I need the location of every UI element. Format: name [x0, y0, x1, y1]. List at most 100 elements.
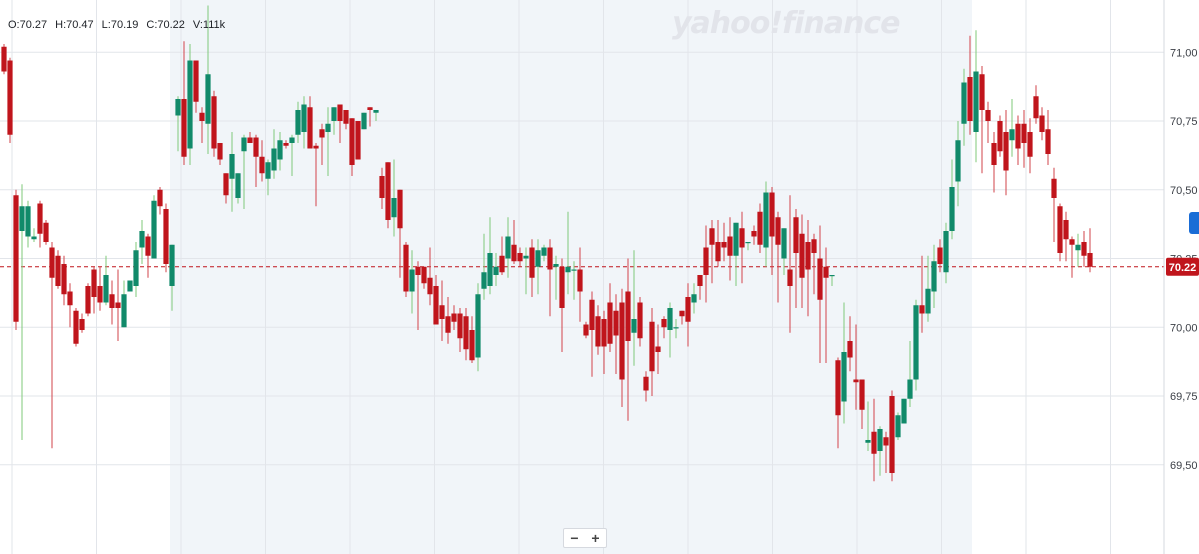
candle: [901, 398, 907, 424]
candle-body: [493, 266, 499, 275]
candle: [907, 341, 913, 407]
candle-body: [865, 440, 871, 443]
candle: [157, 187, 163, 215]
candle-body: [937, 247, 943, 264]
candle-body: [79, 319, 85, 330]
candle: [811, 233, 817, 295]
candle: [745, 242, 751, 251]
candle: [979, 66, 985, 174]
candle: [1045, 110, 1051, 165]
candle-body: [271, 148, 277, 171]
candle-body: [925, 288, 931, 314]
candle-body: [433, 286, 439, 325]
candle: [235, 173, 241, 204]
candle: [229, 132, 235, 212]
candle: [463, 308, 469, 361]
candle: [1021, 110, 1027, 168]
candle-body: [799, 233, 805, 278]
candle: [247, 132, 253, 143]
candle-body: [505, 236, 511, 259]
candle-body: [679, 310, 685, 317]
zoom-controls: − +: [563, 528, 607, 548]
candle: [481, 233, 487, 300]
price-label: 70.22: [1166, 257, 1199, 276]
candle-body: [517, 253, 523, 262]
candle-body: [823, 266, 829, 278]
candle-body: [463, 316, 469, 350]
candle: [307, 96, 313, 149]
candle: [193, 60, 199, 113]
candle: [313, 143, 319, 207]
vertical-gridlines: [11, 0, 1111, 554]
candle: [217, 143, 223, 165]
candle-body: [415, 266, 421, 275]
candle: [691, 283, 697, 314]
candle-body: [325, 123, 331, 132]
candle-body: [385, 162, 391, 220]
candle-body: [817, 258, 823, 300]
candle-body: [193, 60, 199, 102]
candle: [337, 104, 343, 143]
candle-body: [247, 137, 253, 143]
candle: [541, 244, 547, 262]
candle: [715, 220, 721, 267]
candle-body: [1, 46, 7, 72]
candle: [895, 412, 901, 440]
zoom-out-button[interactable]: −: [570, 530, 579, 546]
ohlc-high: H:70.47: [55, 19, 94, 31]
candle-body: [151, 200, 157, 259]
candle: [1015, 115, 1021, 165]
candle: [643, 371, 649, 402]
zoom-in-button[interactable]: +: [591, 530, 600, 546]
candle-body: [199, 112, 205, 121]
candle: [595, 305, 601, 355]
candle-body: [931, 261, 937, 292]
candle: [505, 217, 511, 278]
candle-body: [283, 143, 289, 146]
candle-body: [355, 121, 361, 160]
candle-body: [649, 321, 655, 372]
candle: [955, 121, 961, 207]
candle: [91, 266, 97, 314]
candle: [367, 107, 373, 127]
candle-body: [619, 302, 625, 380]
candle-body: [775, 217, 781, 245]
candle-body: [469, 330, 475, 361]
candle-body: [313, 145, 319, 149]
candle-body: [259, 156, 265, 174]
candle-body: [949, 187, 955, 231]
candle-body: [769, 192, 775, 237]
candle: [823, 247, 829, 363]
candle: [49, 242, 55, 449]
candle: [817, 225, 823, 363]
ohlc-close: C:70.22: [146, 19, 185, 31]
candle-body: [523, 255, 529, 259]
candle-body: [73, 310, 79, 344]
candle-body: [565, 266, 571, 273]
candle-body: [31, 236, 37, 240]
side-panel-tab[interactable]: [1189, 212, 1199, 234]
candle: [181, 41, 187, 165]
candle: [919, 255, 925, 333]
candle-body: [229, 154, 235, 179]
candle-body: [955, 140, 961, 182]
candle-body: [1033, 96, 1039, 119]
candle-body: [319, 129, 325, 138]
candle: [73, 308, 79, 347]
candle-body: [853, 379, 859, 383]
candle: [283, 140, 289, 149]
candle: [589, 291, 595, 377]
candle: [187, 44, 193, 165]
candle: [79, 313, 85, 333]
candle: [685, 283, 691, 347]
candle-body: [793, 217, 799, 253]
candle: [1009, 99, 1015, 157]
candle: [1063, 211, 1069, 262]
candle-body: [457, 313, 463, 339]
candle-body: [19, 206, 25, 231]
candle: [655, 324, 661, 374]
candle-body: [883, 437, 889, 446]
candle: [517, 247, 523, 267]
candle-body: [625, 291, 631, 341]
